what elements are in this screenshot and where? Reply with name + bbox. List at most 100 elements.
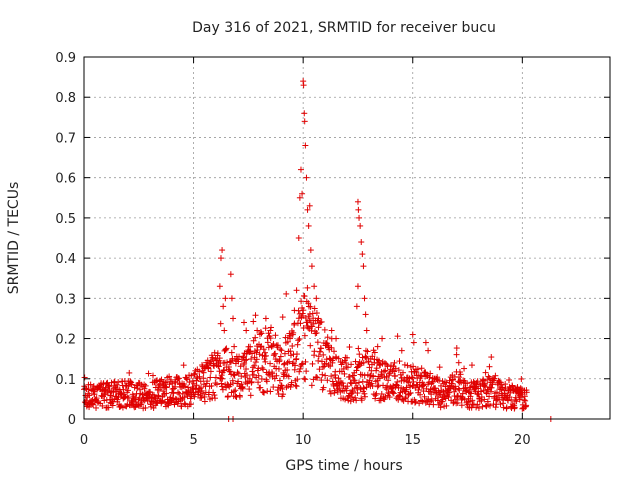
data-point (91, 391, 98, 398)
data-point (338, 361, 345, 368)
data-point (141, 385, 148, 392)
data-point (174, 389, 181, 396)
data-point (361, 372, 368, 379)
data-point (454, 399, 461, 406)
data-point (415, 386, 422, 393)
data-point (191, 370, 198, 377)
data-point (280, 391, 287, 398)
data-point (405, 379, 412, 386)
data-point (301, 293, 308, 300)
plot-frame (83, 56, 611, 420)
data-point (328, 373, 335, 380)
data-point (235, 358, 242, 365)
data-point (461, 396, 468, 403)
data-point (179, 390, 186, 397)
data-point-peak (301, 110, 308, 117)
data-point (309, 360, 316, 367)
data-point (212, 395, 219, 402)
y-tick-label: 0.5 (55, 212, 76, 227)
x-tick-label: 0 (80, 433, 88, 448)
data-point (392, 372, 399, 379)
data-point (384, 382, 391, 389)
data-point (252, 334, 259, 341)
data-point (224, 393, 231, 400)
data-point (186, 379, 193, 386)
data-point (503, 404, 510, 411)
data-point (486, 393, 493, 400)
data-point-peak (267, 327, 274, 334)
data-point (86, 404, 93, 411)
data-point (312, 330, 319, 337)
data-point (294, 376, 301, 383)
data-point (491, 375, 498, 382)
data-point (518, 375, 525, 382)
data-point (285, 373, 292, 380)
data-point (308, 382, 315, 389)
data-point (298, 361, 305, 368)
data-point (353, 397, 360, 404)
data-point (391, 359, 398, 366)
data-point (518, 394, 525, 401)
data-point (512, 394, 519, 401)
data-point (374, 383, 381, 390)
data-point-peak (354, 283, 361, 290)
data-point-peak (230, 315, 237, 322)
data-point (413, 369, 420, 376)
data-point (487, 388, 494, 395)
data-point (200, 375, 207, 382)
data-point (149, 372, 156, 379)
data-point (410, 363, 417, 370)
data-point (238, 381, 245, 388)
data-point (313, 329, 320, 336)
data-point (232, 387, 239, 394)
data-point (363, 355, 370, 362)
data-point (324, 377, 331, 384)
data-point (475, 405, 482, 412)
data-point (208, 382, 215, 389)
data-point (322, 372, 329, 379)
data-point-peak (296, 194, 303, 201)
data-point (297, 365, 304, 372)
data-point (250, 318, 257, 325)
data-point (272, 332, 279, 339)
data-point (215, 363, 222, 370)
data-point (273, 372, 280, 379)
data-point (513, 398, 520, 405)
data-point (305, 324, 312, 331)
data-point (243, 366, 250, 373)
data-point (282, 334, 289, 341)
data-point (259, 364, 266, 371)
data-point (263, 378, 270, 385)
data-point (372, 392, 379, 399)
data-point (212, 374, 219, 381)
data-point (85, 386, 92, 393)
data-point (296, 335, 303, 342)
data-point (329, 359, 336, 366)
data-point (522, 397, 529, 404)
data-point (391, 368, 398, 375)
data-point (488, 384, 495, 391)
data-point-peak (356, 214, 363, 221)
x-tick-label: 10 (295, 433, 312, 448)
y-tick-label: 0.3 (55, 292, 76, 307)
data-point (287, 348, 294, 355)
data-point (178, 403, 185, 410)
data-point-peak (301, 118, 308, 125)
data-point (278, 382, 285, 389)
data-point (361, 390, 368, 397)
data-point (180, 362, 187, 369)
data-point-peak (333, 335, 340, 342)
data-point (230, 388, 237, 395)
data-point (335, 355, 342, 362)
data-point (128, 381, 135, 388)
data-point (408, 374, 415, 381)
data-point (260, 366, 267, 373)
data-point (316, 320, 323, 327)
data-point (373, 365, 380, 372)
data-point (163, 390, 170, 397)
data-point (453, 345, 460, 352)
data-point (90, 383, 97, 390)
data-point (458, 402, 465, 409)
data-point (314, 374, 321, 381)
data-point (247, 392, 254, 399)
